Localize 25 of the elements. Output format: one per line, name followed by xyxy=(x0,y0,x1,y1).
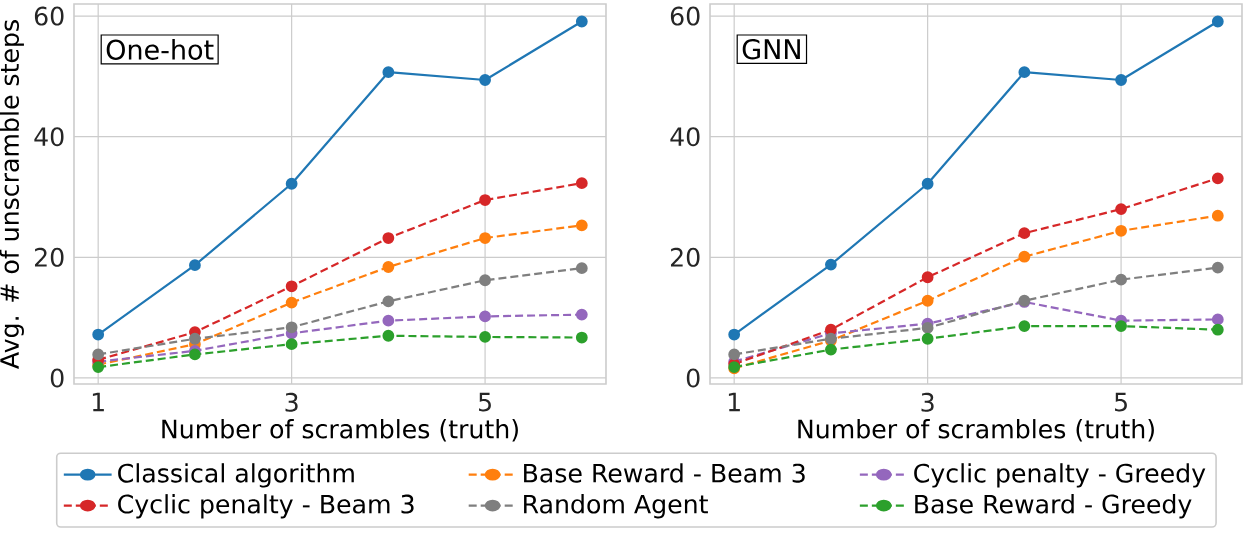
y-tick-label: 0 xyxy=(686,368,700,388)
legend-label: Classical algorithm xyxy=(118,463,354,488)
legend-label: Base Reward - Greedy xyxy=(915,494,1192,519)
y-tick-label: 40 xyxy=(670,127,700,147)
x-tick-label: 3 xyxy=(921,392,934,412)
legend-label: Random Agent xyxy=(524,494,708,519)
y-tick-label: 20 xyxy=(670,247,700,267)
y-tick-label: 0 xyxy=(50,368,64,388)
y-axis-title: Avg. # of unscramble steps xyxy=(0,20,24,369)
y-tick-label: 60 xyxy=(34,6,64,26)
x-tick-label: 1 xyxy=(92,392,104,412)
legend-label: Cyclic penalty - Beam 3 xyxy=(118,494,414,519)
x-axis-title: Number of scrambles (truth) xyxy=(162,419,518,442)
x-tick-label: 5 xyxy=(1115,392,1127,412)
y-tick-label: 40 xyxy=(34,127,64,147)
x-tick-label: 5 xyxy=(479,392,491,412)
y-tick-label: 60 xyxy=(670,6,700,26)
x-axis-title: Number of scrambles (truth) xyxy=(798,419,1154,442)
y-tick-label: 20 xyxy=(34,247,64,267)
text: GNN xyxy=(742,39,800,60)
x-tick-label: 3 xyxy=(285,392,298,412)
legend-label: Cyclic penalty - Greedy xyxy=(914,463,1206,488)
text: One-hot xyxy=(106,39,214,60)
x-tick-label: 1 xyxy=(728,392,740,412)
legend-label: Base Reward - Beam 3 xyxy=(524,463,805,483)
